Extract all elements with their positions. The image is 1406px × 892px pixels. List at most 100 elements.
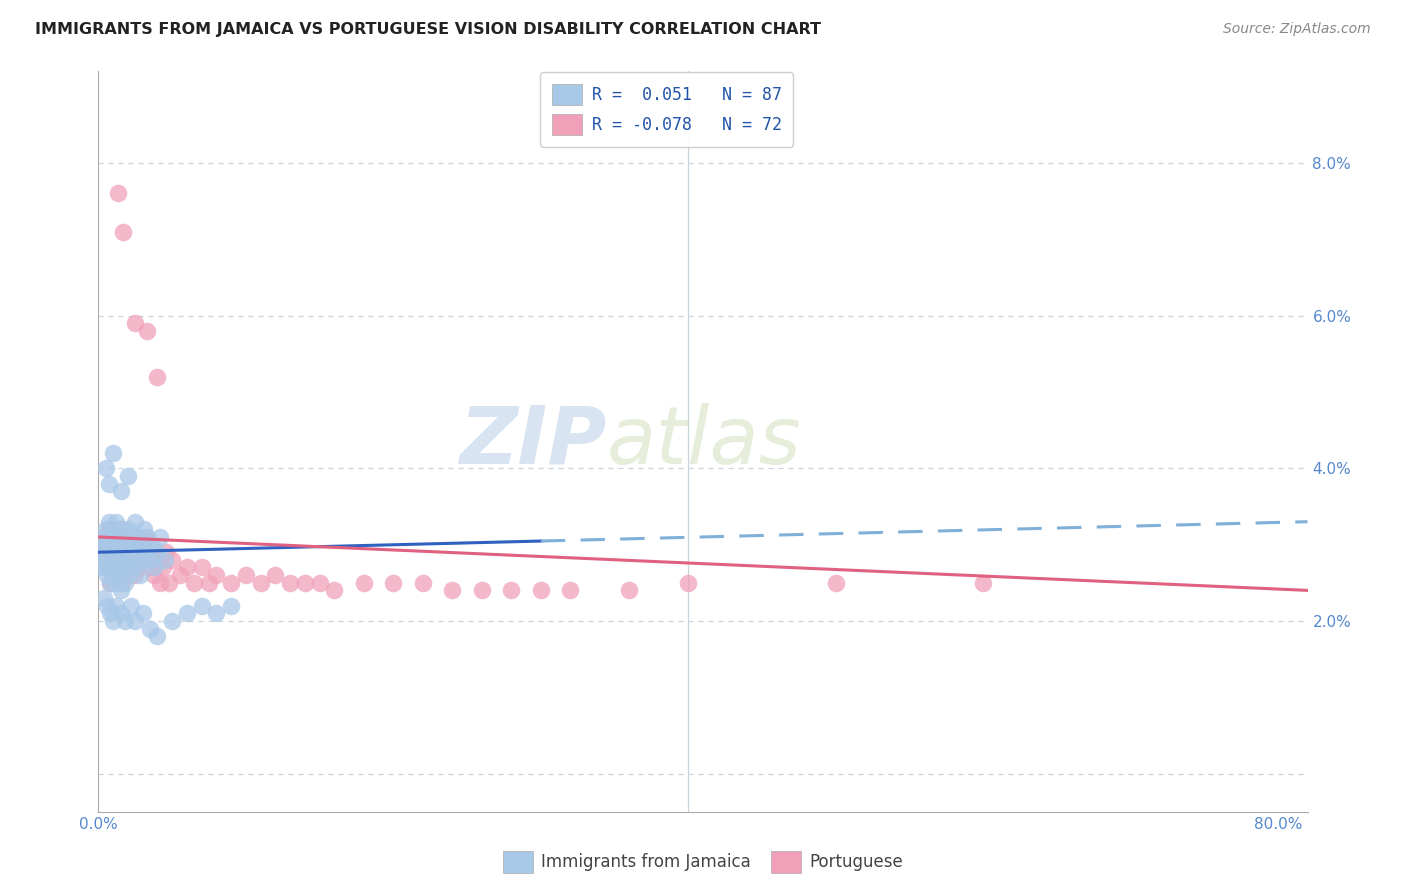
Point bbox=[98, 538, 121, 552]
Point bbox=[141, 538, 163, 552]
Point bbox=[110, 607, 132, 621]
Point bbox=[278, 575, 301, 590]
Point bbox=[124, 515, 146, 529]
Point bbox=[128, 568, 150, 582]
Point bbox=[93, 553, 115, 567]
Point bbox=[678, 575, 700, 590]
Point bbox=[471, 583, 494, 598]
Point bbox=[111, 538, 134, 552]
Point bbox=[108, 568, 131, 582]
Point bbox=[98, 538, 121, 552]
Point bbox=[97, 515, 120, 529]
Point bbox=[91, 538, 114, 552]
Legend: Immigrants from Jamaica, Portuguese: Immigrants from Jamaica, Portuguese bbox=[496, 845, 910, 880]
Point bbox=[198, 575, 221, 590]
Point bbox=[94, 530, 117, 544]
Point bbox=[120, 599, 142, 613]
Point bbox=[120, 553, 142, 567]
Point bbox=[382, 575, 405, 590]
Point bbox=[90, 553, 112, 567]
Point bbox=[129, 538, 152, 552]
Point bbox=[294, 575, 316, 590]
Text: atlas: atlas bbox=[606, 402, 801, 481]
Point bbox=[205, 607, 228, 621]
Point bbox=[101, 530, 124, 544]
Point bbox=[98, 553, 121, 567]
Point bbox=[235, 568, 257, 582]
Point bbox=[190, 599, 212, 613]
Point bbox=[114, 553, 136, 567]
Point bbox=[153, 553, 176, 567]
Point bbox=[101, 560, 124, 574]
Point bbox=[93, 530, 115, 544]
Point bbox=[125, 553, 148, 567]
Point bbox=[96, 553, 118, 567]
Point bbox=[120, 530, 142, 544]
Point bbox=[124, 316, 146, 330]
Point bbox=[139, 622, 162, 636]
Point bbox=[100, 530, 122, 544]
Point bbox=[152, 560, 174, 574]
Point bbox=[96, 599, 118, 613]
Point bbox=[124, 545, 146, 559]
Point bbox=[94, 461, 117, 475]
Point bbox=[149, 575, 172, 590]
Point bbox=[97, 476, 120, 491]
Point bbox=[118, 545, 141, 559]
Point bbox=[136, 530, 159, 544]
Point bbox=[110, 522, 132, 536]
Point bbox=[121, 538, 143, 552]
Point bbox=[114, 575, 136, 590]
Point bbox=[135, 545, 157, 559]
Point bbox=[412, 575, 434, 590]
Point bbox=[94, 560, 117, 574]
Point bbox=[353, 575, 375, 590]
Point bbox=[127, 560, 149, 574]
Point bbox=[176, 607, 198, 621]
Point bbox=[108, 538, 131, 552]
Point bbox=[90, 545, 112, 559]
Point bbox=[105, 545, 128, 559]
Point bbox=[111, 560, 134, 574]
Point bbox=[117, 469, 139, 483]
Point bbox=[249, 575, 271, 590]
Point bbox=[110, 560, 132, 574]
Point bbox=[131, 553, 153, 567]
Point bbox=[110, 522, 132, 536]
Point bbox=[120, 553, 142, 567]
Point bbox=[107, 186, 129, 201]
Point bbox=[136, 324, 159, 338]
Point bbox=[111, 538, 134, 552]
Point bbox=[91, 560, 114, 574]
Point bbox=[124, 545, 146, 559]
Point bbox=[131, 607, 153, 621]
Point bbox=[94, 522, 117, 536]
Point bbox=[111, 575, 134, 590]
Point bbox=[149, 530, 172, 544]
Point bbox=[128, 538, 150, 552]
Point bbox=[104, 538, 127, 552]
Point bbox=[135, 530, 157, 544]
Point bbox=[323, 583, 346, 598]
Point bbox=[112, 530, 135, 544]
Text: ZIP: ZIP bbox=[458, 402, 606, 481]
Point bbox=[146, 553, 169, 567]
Point bbox=[117, 553, 139, 567]
Legend: R =  0.051   N = 87, R = -0.078   N = 72: R = 0.051 N = 87, R = -0.078 N = 72 bbox=[540, 72, 793, 147]
Point bbox=[104, 560, 127, 574]
Point bbox=[101, 522, 124, 536]
Point bbox=[101, 614, 124, 628]
Point bbox=[107, 553, 129, 567]
Point bbox=[138, 560, 160, 574]
Point bbox=[115, 538, 138, 552]
Point bbox=[219, 575, 242, 590]
Point bbox=[104, 538, 127, 552]
Point bbox=[112, 225, 135, 239]
Point bbox=[101, 446, 124, 460]
Point bbox=[107, 530, 129, 544]
Point bbox=[117, 560, 139, 574]
Point bbox=[530, 583, 553, 598]
Point bbox=[146, 369, 169, 384]
Point bbox=[127, 530, 149, 544]
Point bbox=[105, 553, 128, 567]
